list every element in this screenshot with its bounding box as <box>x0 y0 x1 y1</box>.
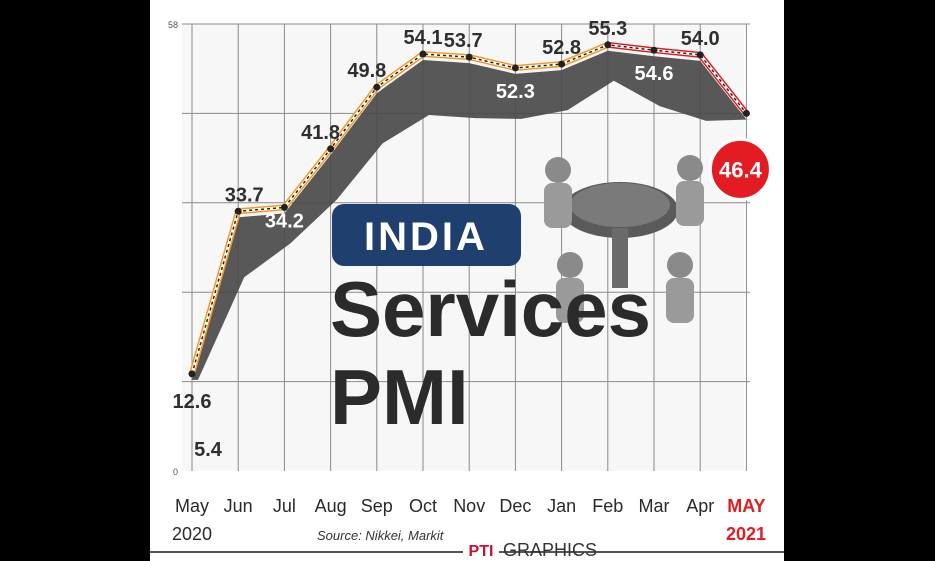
data-label: 33.7 <box>225 184 264 206</box>
data-point <box>373 83 381 91</box>
x-tick-label: Apr <box>686 496 714 516</box>
x-tick-label: Aug <box>315 496 347 516</box>
highlight-last-value: 46.4 <box>708 137 772 201</box>
data-label: 12.6 <box>173 391 212 413</box>
figure-head-shape <box>545 157 571 183</box>
data-point <box>696 51 704 59</box>
y-tick-label: 0 <box>173 467 178 477</box>
data-label: 41.8 <box>301 122 340 144</box>
figure-head-shape <box>667 252 693 278</box>
highlight-label: 46.4 <box>719 157 763 182</box>
annotation-label: 5.4 <box>194 439 223 461</box>
data-label: 55.3 <box>588 18 627 40</box>
ribbon-shape <box>192 50 753 380</box>
figure-head-shape <box>677 155 703 181</box>
x-axis: May Jun Jul Aug Sep Oct Nov Dec Jan Feb Mar Apr MAY <box>175 496 766 516</box>
x-tick-label: Jun <box>224 496 253 516</box>
data-point <box>419 50 427 58</box>
figure-body-shape <box>666 278 694 323</box>
pti-logo-box <box>463 538 499 558</box>
chart-footer: 2020 2021 Source: Nikkei, Markit PTI GRA… <box>150 524 784 561</box>
data-label: 54.1 <box>404 27 443 49</box>
figure-head-shape <box>557 252 583 278</box>
x-tick-label: Mar <box>639 496 670 516</box>
data-labels: 12.6 33.734.2 41.8 49.8 54.1 53.7 52.3 52.8 55.3… <box>173 18 772 461</box>
figure-body-shape <box>676 181 704 226</box>
x-tick-label: Jan <box>547 496 576 516</box>
table-top-highlight <box>570 183 670 227</box>
data-point <box>650 46 658 54</box>
x-tick-label: Feb <box>592 496 623 516</box>
title-services: Services <box>330 265 651 353</box>
x-tick-label: Dec <box>499 496 531 516</box>
ribbon-band <box>192 50 753 380</box>
data-point <box>327 145 335 153</box>
data-label: 54.0 <box>681 28 720 50</box>
figure-body-shape <box>556 278 584 323</box>
highlight-circle <box>708 137 772 201</box>
year-end-label: 2021 <box>726 524 766 544</box>
data-label: 34.2 <box>265 210 304 232</box>
data-point <box>604 41 612 49</box>
table-leg-shape <box>612 228 628 288</box>
y-tick-label: 58 <box>168 20 178 30</box>
title-pmi: PMI <box>330 353 469 441</box>
data-label: 49.8 <box>347 60 386 82</box>
figure-body-shape <box>544 183 572 228</box>
data-label: 53.7 <box>444 30 483 52</box>
data-point <box>558 60 566 68</box>
data-point <box>280 203 288 211</box>
x-tick-label: Jul <box>273 496 296 516</box>
x-tick-label: MAY <box>727 496 765 516</box>
graphics-credit: GRAPHICS <box>503 540 597 560</box>
data-label: 54.6 <box>635 63 674 85</box>
data-point <box>234 207 242 215</box>
pmi-line-chart: INDIA Services PMI 12.6 33.734.2 41.8 49.8 5… <box>150 18 784 561</box>
data-point <box>465 53 473 61</box>
chart-titles: INDIA Services PMI <box>330 204 651 441</box>
data-point <box>511 64 519 72</box>
chart-panel: INDIA Services PMI 12.6 33.7 34.2 41.8 49.8 5… <box>150 0 784 561</box>
pti-logo: PTI <box>469 543 494 560</box>
series-points <box>188 41 750 378</box>
source-text: Source: Nikkei, Markit <box>317 528 445 543</box>
data-point <box>742 109 750 117</box>
x-tick-label: Oct <box>409 496 437 516</box>
x-tick-label: Sep <box>361 496 393 516</box>
india-badge-text: INDIA <box>364 215 488 259</box>
y-axis: 58 0 <box>168 20 178 477</box>
meeting-figures-illustration <box>544 155 704 323</box>
data-point <box>188 370 196 378</box>
x-tick-label: Nov <box>453 496 485 516</box>
india-badge <box>332 204 521 266</box>
data-label: 52.3 <box>496 81 535 103</box>
year-start-label: 2020 <box>172 524 212 544</box>
x-tick-label: May <box>175 496 209 516</box>
data-label: 52.8 <box>542 37 581 59</box>
